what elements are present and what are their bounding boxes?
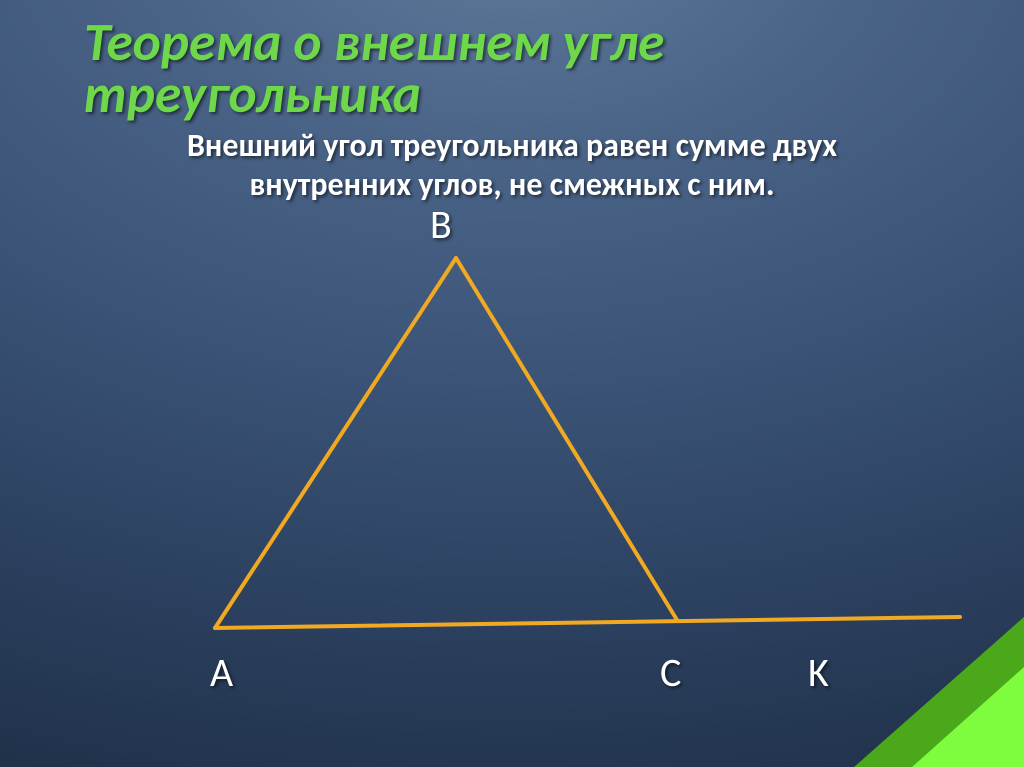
triangle-diagram [0,0,1024,767]
side-bc [456,258,677,620]
vertex-label-b: B [430,200,452,249]
slide-root: Теорема о внешнем угле треугольника Внеш… [0,0,1024,767]
vertex-label-a: A [210,648,233,697]
vertex-label-k: K [808,648,829,697]
vertex-label-c: C [660,648,681,697]
side-ab [215,258,456,628]
baseline-ak [215,617,960,628]
